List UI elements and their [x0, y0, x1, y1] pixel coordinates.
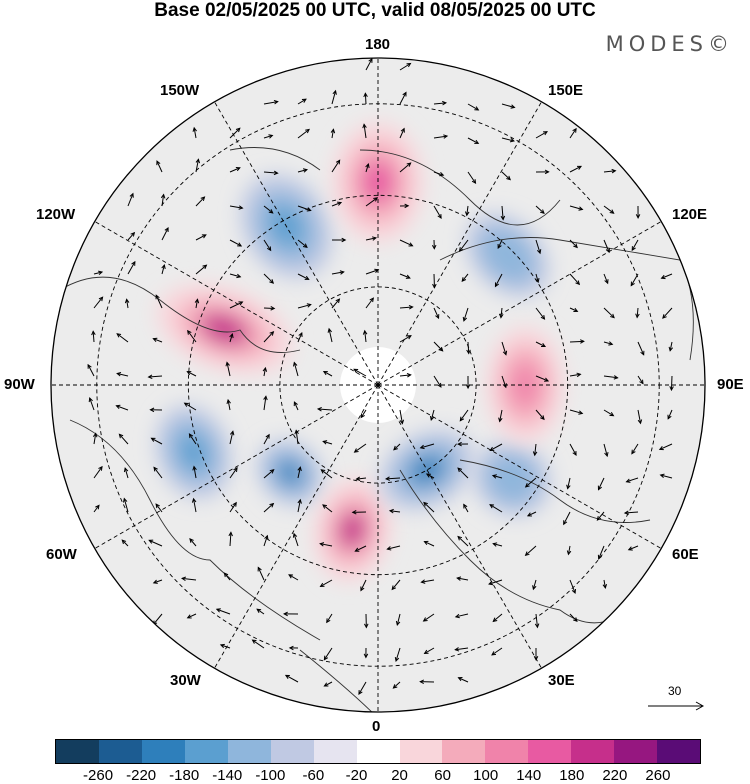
colorbar-swatch — [271, 740, 314, 763]
colorbar-tick-label: 140 — [516, 767, 541, 784]
colorbar-swatch — [614, 740, 657, 763]
lon-label-180: 180 — [365, 36, 390, 53]
colorbar-swatch — [142, 740, 185, 763]
colorbar-swatch — [528, 740, 571, 763]
lon-label-120w: 120W — [36, 206, 75, 223]
colorbar-ticks: -260 -220 -180 -140 -100 -60 -20 20 60 100 140 180 2… — [0, 767, 750, 783]
lon-label-30e: 30E — [548, 672, 575, 689]
lon-label-150e: 150E — [548, 82, 583, 99]
colorbar-tick-label: 60 — [434, 767, 451, 784]
reference-vector-label: 30 — [668, 684, 681, 698]
lon-label-120e: 120E — [672, 206, 707, 223]
colorbar-tick-label: -140 — [212, 767, 242, 784]
colorbar-swatch — [657, 740, 700, 763]
colorbar-tick-label: -100 — [255, 767, 285, 784]
modes-logo: MODES© — [606, 32, 734, 56]
reference-vector-arrow — [648, 700, 708, 712]
colorbar-swatch — [56, 740, 99, 763]
chart-title: Base 02/05/2025 00 UTC, valid 08/05/2025… — [0, 0, 750, 22]
colorbar-tick-label: -220 — [126, 767, 156, 784]
lon-label-90e: 90E — [717, 376, 744, 393]
colorbar-tick-label: -260 — [83, 767, 113, 784]
colorbar — [55, 739, 701, 764]
lon-label-90w: 90W — [4, 376, 35, 393]
colorbar-swatch — [442, 740, 485, 763]
colorbar-tick-label: -20 — [346, 767, 368, 784]
lon-label-60w: 60W — [46, 546, 77, 563]
lon-label-0: 0 — [372, 718, 380, 735]
colorbar-swatch — [314, 740, 357, 763]
colorbar-tick-label: 100 — [473, 767, 498, 784]
lon-label-150w: 150W — [160, 82, 199, 99]
colorbar-swatch — [357, 740, 400, 763]
colorbar-swatch — [185, 740, 228, 763]
colorbar-swatch — [400, 740, 443, 763]
colorbar-tick-label: -60 — [303, 767, 325, 784]
colorbar-tick-label: -180 — [169, 767, 199, 784]
colorbar-swatch — [571, 740, 614, 763]
colorbar-swatch — [485, 740, 528, 763]
anomaly-center — [333, 122, 423, 242]
colorbar-tick-label: 180 — [559, 767, 584, 784]
colorbar-tick-label: 260 — [645, 767, 670, 784]
lon-label-30w: 30W — [170, 672, 201, 689]
lon-label-60e: 60E — [672, 546, 699, 563]
colorbar-swatch — [99, 740, 142, 763]
colorbar-tick-label: 220 — [602, 767, 627, 784]
colorbar-tick-label: 20 — [391, 767, 408, 784]
colorbar-swatch — [228, 740, 271, 763]
